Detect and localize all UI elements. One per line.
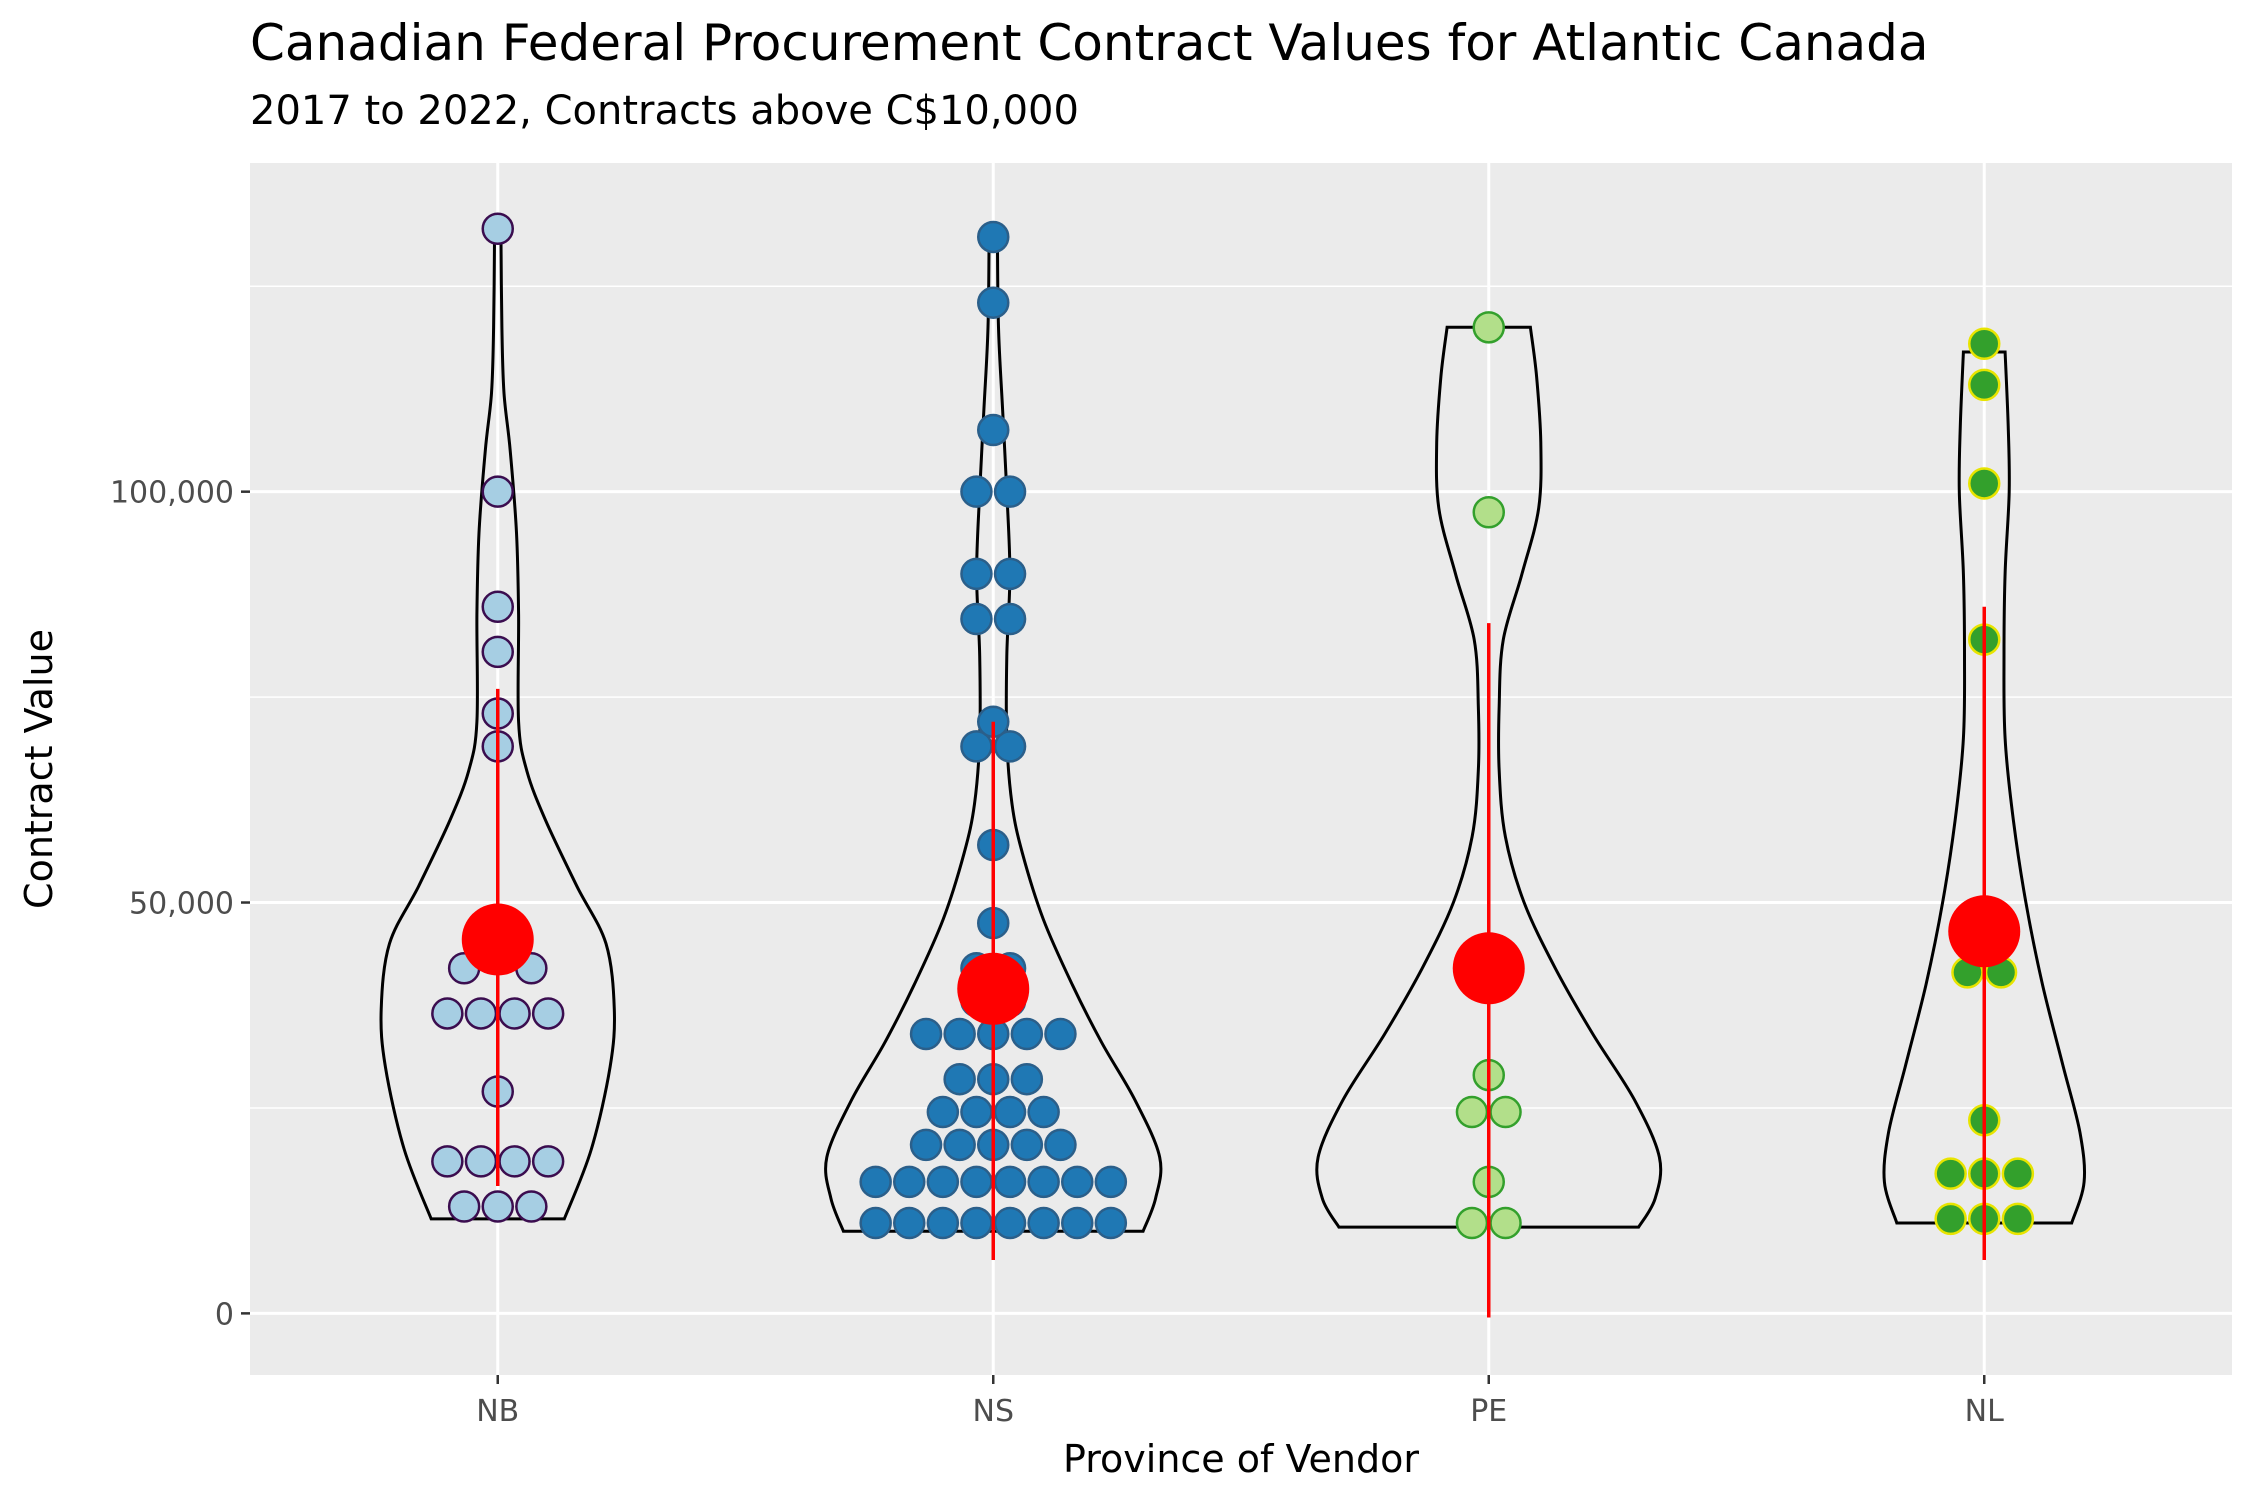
dot-ns [1010, 1017, 1044, 1051]
x-tick-label-pe: PE [1470, 1394, 1507, 1429]
dot-nb [515, 1190, 548, 1223]
dot-ns [993, 557, 1027, 591]
chart-subtitle: 2017 to 2022, Contracts above C$10,000 [250, 88, 1079, 134]
violin-pe [1315, 325, 1663, 1229]
x-tick-label-nb: NB [476, 1394, 519, 1429]
dot-ns [960, 1206, 993, 1240]
dot-ns [960, 1165, 993, 1199]
dot-nb [481, 1190, 514, 1223]
dot-ns [859, 1206, 892, 1240]
mean-point-pe [1452, 932, 1525, 1005]
summary-stats [461, 606, 2021, 1318]
dot-ns [909, 1017, 943, 1051]
x-tick-label-ns: NS [973, 1394, 1014, 1429]
dot-pe [1489, 1206, 1522, 1240]
dot-ns [960, 557, 993, 591]
dot-ns [1027, 1206, 1060, 1240]
dot-ns [926, 1206, 960, 1240]
dot-ns [893, 1165, 926, 1199]
plot-panel [250, 163, 2232, 1375]
dot-nl [1934, 1157, 1967, 1190]
data-points [431, 212, 2035, 1240]
dot-nl [1968, 368, 2001, 402]
dot-ns [1094, 1206, 1128, 1240]
dot-ns [960, 602, 993, 636]
dot-ns [859, 1165, 892, 1199]
axes: 0 50,000 100,000 NB NS PE NL [110, 476, 2004, 1429]
dot-nb [464, 997, 498, 1030]
x-tick-label-nl: NL [1965, 1394, 2004, 1429]
dot-nb [431, 997, 464, 1030]
y-axis-title: Contract Value [17, 629, 61, 909]
dot-nl [1934, 1202, 1967, 1236]
dot-ns [893, 1206, 926, 1240]
dot-ns [1027, 1165, 1060, 1199]
dot-ns [993, 1206, 1027, 1240]
dot-nb [531, 997, 565, 1030]
dot-ns [909, 1128, 943, 1162]
y-tick-label: 100,000 [110, 476, 234, 511]
dot-ns [960, 1095, 993, 1129]
dot-ns [960, 730, 993, 763]
dot-ns [943, 1128, 976, 1162]
dot-nb [481, 590, 514, 623]
dot-pe [1455, 1206, 1489, 1240]
dot-ns [1061, 1165, 1094, 1199]
dot-nl [1968, 327, 2001, 361]
dot-nl [2001, 1157, 2035, 1190]
chart-title: Canadian Federal Procurement Contract Va… [250, 14, 1929, 72]
dot-nb [481, 475, 514, 508]
y-tick-label: 50,000 [129, 887, 234, 922]
dot-ns [1094, 1165, 1128, 1199]
dot-ns [926, 1095, 960, 1129]
dot-ns [1010, 1062, 1044, 1096]
dot-ns [993, 1165, 1027, 1199]
dot-pe [1455, 1095, 1489, 1129]
violin-nl [1882, 350, 2087, 1225]
dot-ns [1061, 1206, 1094, 1240]
dot-nb [481, 635, 514, 669]
dot-ns [993, 602, 1027, 636]
dot-nb [464, 1145, 498, 1178]
dot-ns [977, 286, 1010, 319]
dot-ns [943, 1062, 976, 1096]
dot-nb [498, 997, 531, 1030]
dot-nb [481, 212, 514, 245]
mean-point-ns [957, 952, 1030, 1025]
mean-point-nb [461, 903, 534, 976]
dot-ns [993, 475, 1027, 508]
dot-ns [993, 730, 1027, 763]
dot-nb [431, 1145, 464, 1178]
dot-pe [1472, 311, 1505, 344]
dot-ns [1044, 1128, 1077, 1162]
dot-nb [447, 1190, 481, 1223]
y-tick-label: 0 [215, 1297, 234, 1332]
dot-ns [1044, 1017, 1077, 1051]
dot-ns [993, 1095, 1027, 1129]
dot-nl [2001, 1202, 2035, 1236]
dot-pe [1472, 495, 1505, 529]
mean-point-nl [1948, 895, 2021, 968]
dot-nb [498, 1145, 531, 1178]
dot-pe [1489, 1095, 1522, 1129]
dot-ns [943, 1017, 976, 1051]
dot-nb [531, 1145, 565, 1178]
dot-ns [1010, 1128, 1044, 1162]
x-axis-title: Province of Vendor [1063, 1437, 1419, 1481]
dot-ns [977, 413, 1010, 447]
dot-ns [977, 220, 1010, 254]
dot-ns [1027, 1095, 1060, 1129]
dot-ns [960, 475, 993, 508]
dot-nl [1968, 467, 2001, 500]
dot-ns [926, 1165, 960, 1199]
